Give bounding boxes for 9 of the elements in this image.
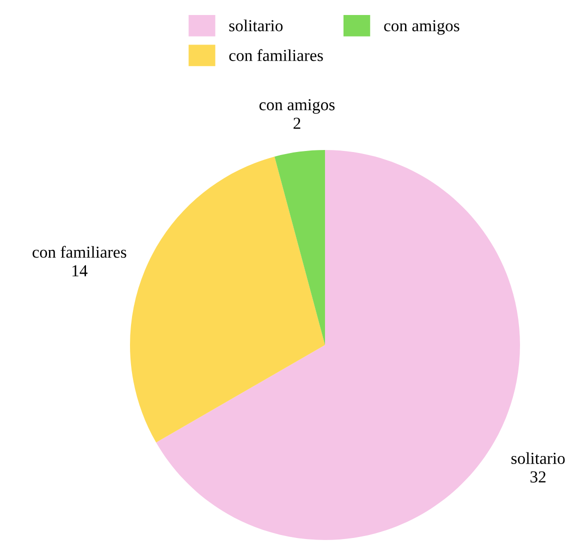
- slice-label: con familiares: [32, 246, 126, 258]
- slice-label: con amigos: [259, 99, 335, 114]
- data-label: 32: [530, 471, 546, 483]
- legend-label: con familiares: [229, 49, 323, 62]
- legend-label: con amigos: [384, 20, 460, 35]
- slice-label: solitario: [511, 452, 565, 464]
- data-label: 2: [294, 118, 300, 129]
- legend-label: solitario: [229, 20, 283, 32]
- data-label: 14: [72, 265, 88, 276]
